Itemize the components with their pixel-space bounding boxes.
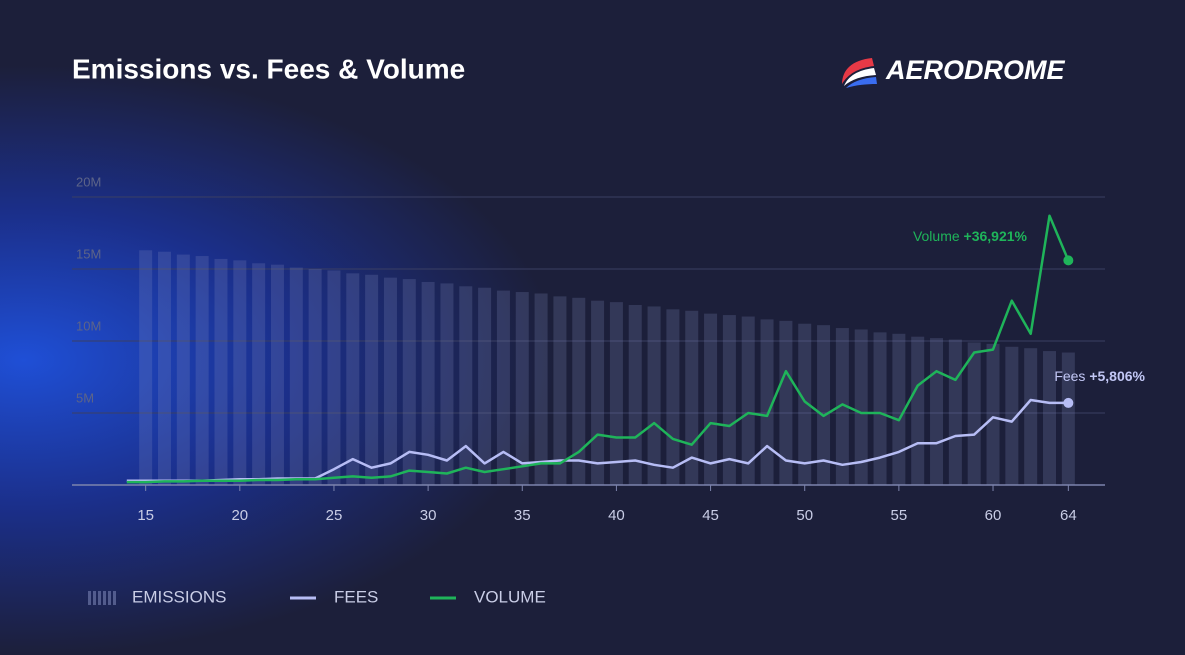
emission-bar [327,270,341,485]
emission-bar [553,296,567,485]
emission-bar [383,277,397,485]
annotation: Fees +5,806% [1054,368,1145,384]
emission-bar [948,339,962,485]
legend-swatch [108,591,111,605]
annotation-value: +36,921% [964,228,1028,244]
emission-bar [139,250,153,485]
annotation-value: +5,806% [1089,368,1145,384]
emission-bar [967,342,981,485]
legend-swatch [113,591,116,605]
emission-bar [252,263,266,485]
brand-name: AERODROME [885,55,1065,85]
x-tick-label: 25 [326,507,343,524]
emission-bar [1043,351,1057,485]
emission-bar [459,286,473,485]
y-tick-label: 15M [76,246,101,261]
emission-bar [1005,346,1019,485]
emission-bar [176,254,190,485]
legend-swatch [98,591,101,605]
emission-bar [722,315,736,485]
y-tick-label: 5M [76,390,94,405]
annotation-label: Fees [1054,368,1085,384]
emission-bar [854,329,868,485]
emission-bar [346,273,360,485]
emission-bar [911,336,925,485]
emission-bar [157,251,171,485]
emission-bar [666,309,680,485]
emission-bar [798,323,812,485]
emission-bar [647,306,661,485]
emission-bar [365,274,379,485]
emission-bar [289,267,303,485]
legend-label: VOLUME [474,587,546,606]
emission-bar [496,290,510,485]
emission-bar [873,332,887,485]
emission-bar [402,279,416,485]
legend-label: EMISSIONS [132,587,226,606]
emission-bar [741,316,755,485]
x-tick-label: 45 [702,507,719,524]
annotation-label: Volume [913,228,960,244]
emission-bar [779,320,793,485]
end-point [1063,397,1074,408]
emission-bar [308,269,322,485]
y-tick-label: 10M [76,318,101,333]
emission-bar [270,264,284,485]
end-point [1063,255,1074,266]
emission-bar [704,313,718,485]
emission-bar [440,283,454,485]
chart-title: Emissions vs. Fees & Volume [72,53,465,84]
x-tick-label: 30 [420,507,437,524]
x-tick-label: 60 [985,507,1002,524]
series-line [126,214,1070,484]
x-tick-label: 50 [796,507,813,524]
x-tick-label: 40 [608,507,625,524]
emission-bar [214,258,228,485]
emission-bar [1061,352,1075,485]
emission-bar [478,287,492,485]
legend-swatch [88,591,91,605]
y-tick-label: 20M [76,174,101,189]
logo-icon [842,58,877,88]
x-tick-label: 35 [514,507,531,524]
x-tick-label: 20 [231,507,248,524]
emission-bar [233,260,247,485]
legend-swatch [103,591,106,605]
emission-bar [421,281,435,485]
emission-bar [572,297,586,485]
emission-bar [591,300,605,485]
annotation: Volume +36,921% [913,228,1028,244]
emission-bar [986,343,1000,485]
emission-bar [930,338,944,485]
legend-swatch [93,591,96,605]
x-tick-label: 15 [137,507,154,524]
x-tick-label: 64 [1060,507,1077,524]
emission-bar [609,302,623,485]
emission-bar [628,305,642,485]
emission-bar [515,292,529,485]
emission-bar [835,328,849,485]
emission-bar [1024,348,1038,485]
emission-bar [892,333,906,485]
x-tick-label: 55 [891,507,908,524]
legend-label: FEES [334,587,378,606]
emission-bar [817,325,831,485]
emission-bar [760,319,774,485]
emission-bar [195,256,209,485]
emission-bar [534,293,548,485]
